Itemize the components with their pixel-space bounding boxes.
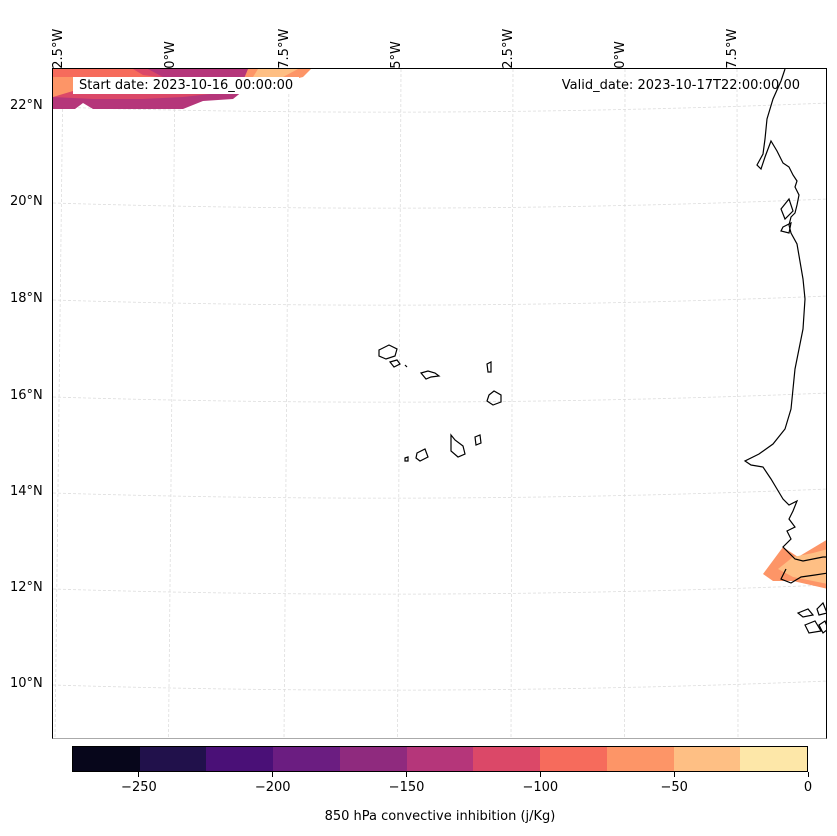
meridian-line [54, 69, 64, 738]
meridian-line [736, 69, 739, 738]
colorbar [72, 746, 808, 772]
meridian-line [168, 69, 176, 738]
valid-date-label: Valid_date: 2023-10-17T22:00:00.00 [561, 78, 800, 93]
colorbar-segment [339, 747, 407, 771]
cin-fill-regions [53, 69, 826, 589]
island-sal [486, 361, 492, 373]
meridian-line [624, 69, 626, 738]
coastline-africa-south [780, 568, 826, 584]
island-fogo [415, 448, 429, 462]
colorbar-tick-label: −50 [660, 780, 688, 795]
map-panel: Start date: 2023-10-16_00:00:00 Valid_da… [52, 68, 827, 739]
colorbar-tick [807, 772, 809, 777]
latitude-label: 14°N [10, 484, 43, 499]
colorbar-tick [673, 772, 675, 777]
colorbar-tick-label: −100 [522, 780, 559, 795]
colorbar-tick-label: −150 [388, 780, 425, 795]
island-sao-nicolau [419, 370, 441, 380]
graticule [53, 69, 826, 738]
island-santiago [450, 433, 466, 458]
latitude-label: 10°N [10, 676, 43, 691]
meridian-line [510, 69, 514, 738]
parallel-line [53, 584, 826, 595]
colorbar-segment [740, 747, 808, 771]
latitude-label: 18°N [10, 291, 43, 306]
colorbar-segment [73, 747, 140, 771]
parallel-line [53, 102, 826, 113]
latitude-label: 12°N [10, 580, 43, 595]
meridian-line [397, 69, 402, 738]
colorbar-segment [673, 747, 741, 771]
island-sao-vicente [388, 359, 401, 368]
colorbar-label: 850 hPa convective inhibition (j/Kg) [324, 809, 556, 824]
coastline-africa [743, 69, 826, 562]
coastline-mauritania-bay [780, 197, 794, 234]
cin-region-northwest-east-light [253, 69, 298, 77]
parallel-line [53, 680, 826, 691]
colorbar-segment [206, 747, 274, 771]
parallel-line [53, 488, 826, 499]
island-santo-antao [378, 344, 398, 360]
colorbar-tick [539, 772, 541, 777]
latitude-label: 16°N [10, 388, 43, 403]
coastlines [378, 69, 826, 634]
colorbar-tick-label: 0 [803, 780, 813, 795]
parallel-line [53, 295, 826, 306]
coastline-bijagos [796, 601, 826, 634]
map-canvas [53, 69, 826, 738]
island-maio [474, 434, 482, 446]
colorbar-segment [473, 747, 541, 771]
colorbar-tick-label: −200 [254, 780, 291, 795]
latitude-label: 20°N [10, 194, 43, 209]
start-date-label: Start date: 2023-10-16_00:00:00 [73, 77, 300, 94]
colorbar-tick-label: −250 [121, 780, 157, 795]
colorbar-segment [406, 747, 474, 771]
colorbar-segment [606, 747, 674, 771]
meridian-line [283, 69, 290, 738]
colorbar-tick [406, 772, 408, 777]
colorbar-segment [540, 747, 607, 771]
latitude-label: 22°N [10, 98, 43, 113]
colorbar-segment [139, 747, 207, 771]
island-brava [404, 456, 409, 462]
colorbar-tick [138, 772, 140, 777]
colorbar-tick [272, 772, 274, 777]
island-boa-vista [486, 390, 502, 406]
colorbar-segment [273, 747, 340, 771]
island-santa-luzia [404, 364, 408, 368]
parallel-line [53, 198, 826, 209]
parallel-line [53, 392, 826, 403]
